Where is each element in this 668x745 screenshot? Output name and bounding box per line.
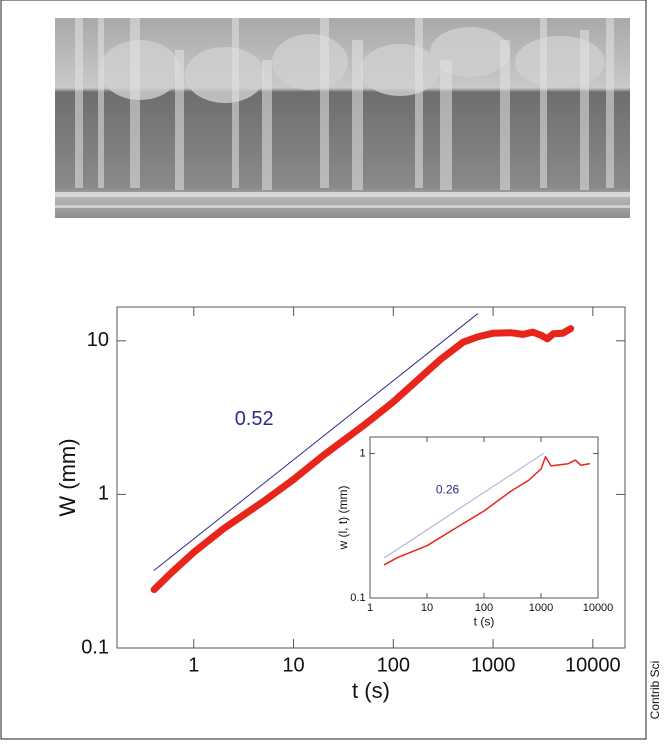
x-tick-label: 1000 — [471, 654, 516, 676]
slope-annotation: 0.52 — [235, 408, 274, 430]
x-tick-label: 1 — [367, 602, 373, 614]
x-tick-label: 10000 — [583, 602, 614, 614]
y-tick-label: 1 — [98, 483, 109, 505]
x-tick-label: 1 — [188, 654, 199, 676]
x-tick-label: 100 — [377, 654, 410, 676]
slope-annotation: 0.26 — [436, 482, 460, 496]
x-tick-label: 10 — [282, 654, 304, 676]
photo — [55, 18, 630, 218]
y-tick-label: 10 — [87, 329, 109, 351]
series-line — [153, 313, 479, 571]
series-line — [384, 453, 544, 559]
x-axis-label: t (s) — [352, 678, 390, 703]
x-tick-label: 10000 — [565, 654, 621, 676]
series-points — [150, 325, 575, 594]
y-tick-label: 0.1 — [350, 592, 365, 604]
x-axis-label: t (s) — [474, 614, 495, 628]
plot-frame — [369, 436, 599, 599]
credit: Contrib Sci — [648, 661, 662, 720]
y-tick-label: 1 — [359, 447, 365, 459]
y-tick-label: 0.1 — [81, 636, 109, 658]
series-thin — [383, 455, 590, 566]
x-tick-label: 100 — [475, 602, 493, 614]
y-axis-label: w (l, t) (mm) — [336, 486, 350, 551]
y-axis-label: W (mm) — [55, 438, 80, 516]
x-tick-label: 1000 — [529, 602, 553, 614]
figure-border — [0, 0, 647, 740]
x-tick-label: 10 — [421, 602, 433, 614]
